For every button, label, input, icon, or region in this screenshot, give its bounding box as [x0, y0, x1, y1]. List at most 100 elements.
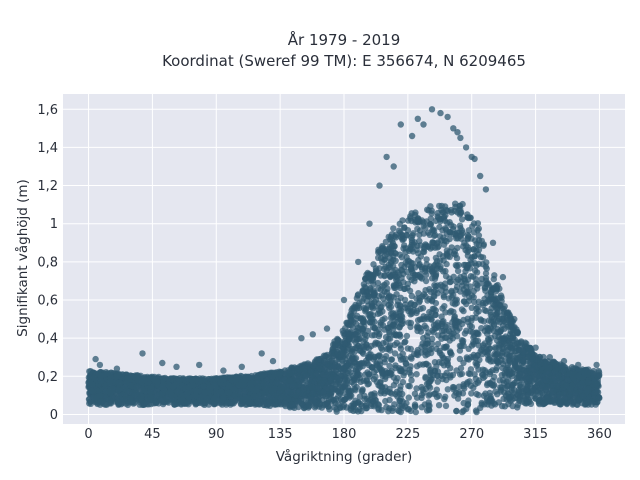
data-point	[451, 313, 458, 320]
data-point	[240, 396, 247, 403]
data-point	[454, 209, 461, 216]
data-point	[474, 285, 481, 292]
data-point	[463, 405, 470, 412]
data-point	[468, 304, 475, 311]
data-point	[490, 275, 497, 283]
data-point	[434, 209, 441, 217]
data-point	[488, 289, 495, 296]
data-point	[374, 279, 382, 287]
data-point	[464, 355, 471, 363]
data-point	[432, 254, 440, 262]
data-point	[555, 372, 562, 379]
data-point	[517, 381, 524, 389]
data-point	[347, 346, 354, 353]
data-point	[392, 284, 399, 291]
data-point	[442, 402, 450, 410]
data-point	[339, 404, 347, 411]
data-point	[220, 395, 227, 402]
data-point	[488, 402, 495, 409]
data-point	[399, 398, 406, 405]
data-point	[359, 387, 366, 394]
data-point	[392, 362, 399, 369]
data-point	[420, 248, 427, 255]
data-point	[124, 388, 131, 395]
data-point	[472, 280, 479, 287]
data-point	[497, 328, 504, 335]
data-point	[351, 374, 358, 382]
data-point	[489, 367, 496, 374]
data-point	[480, 301, 487, 309]
data-point	[430, 390, 438, 398]
data-point	[384, 388, 391, 395]
data-point	[386, 335, 394, 342]
data-point	[334, 335, 341, 343]
data-point	[460, 399, 467, 407]
data-point	[381, 355, 388, 363]
data-point	[364, 381, 371, 388]
data-point	[386, 271, 393, 278]
data-point	[416, 231, 423, 239]
data-point	[478, 401, 486, 408]
data-point	[432, 299, 440, 307]
data-point	[407, 363, 414, 370]
data-point	[300, 385, 307, 392]
data-point	[302, 377, 310, 385]
data-point	[483, 265, 490, 272]
data-point	[595, 394, 603, 401]
data-point	[426, 314, 434, 321]
data-point	[332, 361, 339, 369]
data-point	[359, 362, 366, 370]
data-point	[410, 307, 417, 314]
data-point	[442, 393, 449, 400]
data-point	[420, 389, 427, 396]
data-point	[442, 309, 449, 316]
data-point	[367, 284, 374, 292]
data-point	[417, 328, 425, 335]
data-point	[518, 338, 525, 345]
data-point	[446, 253, 453, 260]
data-point	[440, 344, 447, 351]
data-point	[404, 280, 412, 287]
data-point	[259, 372, 266, 379]
data-point	[413, 217, 420, 224]
data-point	[455, 389, 463, 396]
data-point	[448, 287, 455, 295]
data-point	[550, 387, 557, 395]
chart-subtitle: Koordinat (Sweref 99 TM): E 356674, N 62…	[162, 52, 526, 70]
data-point	[323, 400, 330, 407]
data-point	[549, 375, 556, 382]
data-point	[472, 380, 479, 388]
data-point	[458, 370, 466, 378]
data-point	[524, 392, 532, 399]
data-point	[568, 364, 576, 371]
data-point	[464, 252, 472, 259]
data-point	[161, 374, 169, 382]
data-point	[444, 207, 451, 214]
data-point	[442, 225, 449, 232]
data-point	[458, 216, 466, 223]
data-point	[414, 351, 422, 359]
data-point	[478, 325, 485, 332]
data-point	[529, 386, 537, 393]
data-point	[400, 372, 407, 379]
data-point	[411, 211, 419, 219]
data-point	[505, 366, 513, 373]
data-point	[423, 333, 431, 340]
data-point	[499, 364, 506, 372]
data-point	[419, 304, 427, 312]
data-point	[381, 265, 388, 272]
data-point	[378, 292, 386, 299]
data-point	[359, 318, 367, 325]
data-point	[423, 261, 430, 268]
data-point	[473, 247, 480, 254]
data-point	[383, 403, 390, 411]
data-point	[342, 351, 350, 358]
data-point	[356, 299, 363, 307]
data-point	[479, 254, 487, 261]
data-point	[472, 337, 479, 345]
data-point	[440, 293, 448, 301]
data-point	[506, 357, 514, 365]
data-point	[495, 344, 503, 351]
data-point	[452, 251, 459, 258]
